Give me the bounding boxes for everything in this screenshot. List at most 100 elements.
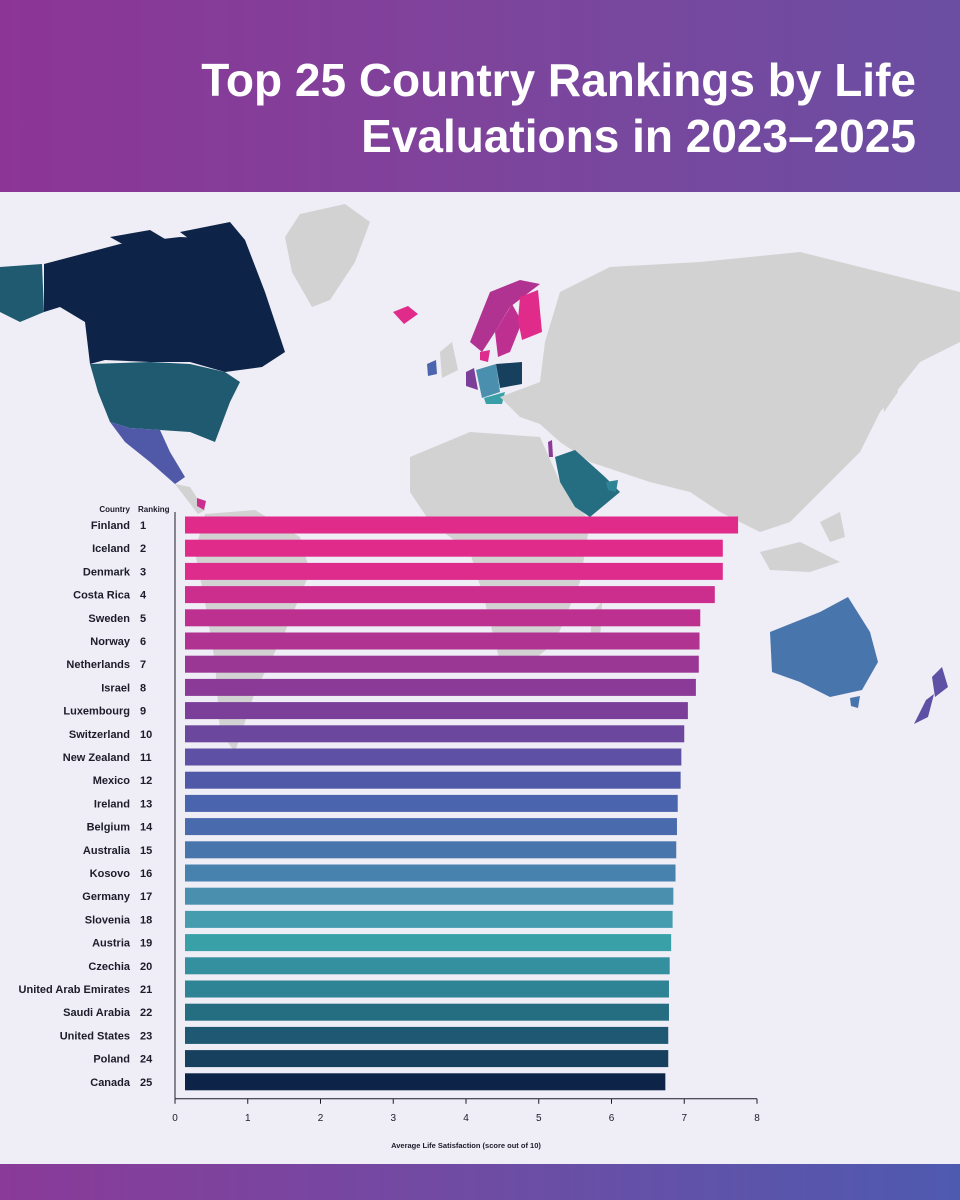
x-tick-label: 0	[172, 1113, 178, 1124]
rank-label: 11	[140, 752, 152, 764]
country-label: Belgium	[87, 822, 131, 834]
map-central-america	[175, 484, 205, 514]
map-canada-islands	[110, 222, 245, 254]
bar	[185, 725, 685, 743]
x-tick-label: 1	[245, 1113, 251, 1124]
bar	[185, 1003, 669, 1021]
rank-label: 21	[140, 984, 152, 996]
x-axis: 0 1 2 3 4 5 6 7 8	[172, 512, 760, 1124]
page-title: Top 25 Country Rankings by Life Evaluati…	[201, 54, 916, 162]
map-benelux	[466, 368, 478, 390]
rank-label: 10	[140, 729, 152, 741]
map-austria	[484, 392, 505, 404]
rank-label: 22	[140, 1007, 152, 1019]
map-eurasia	[500, 252, 960, 532]
country-label: New Zealand	[63, 752, 130, 764]
bar	[185, 794, 678, 812]
map-tasmania	[850, 696, 860, 708]
map-israel	[548, 440, 553, 457]
map-denmark	[480, 350, 490, 362]
rank-label: 5	[140, 613, 146, 625]
bar	[185, 864, 676, 882]
rank-label: 12	[140, 775, 152, 787]
bar	[185, 980, 669, 998]
rank-label: 6	[140, 636, 146, 648]
country-label: United Arab Emirates	[19, 984, 130, 996]
country-label: Czechia	[88, 961, 130, 973]
column-header-ranking: Ranking	[138, 505, 170, 514]
rank-label: 14	[140, 822, 153, 834]
bar	[185, 539, 723, 557]
map-uae	[606, 480, 618, 492]
bar	[185, 1050, 669, 1068]
x-tick-label: 6	[609, 1113, 615, 1124]
map-canada	[44, 237, 285, 372]
chart-rows: Finland 1 Iceland 2 Denmark 3 Costa Rica 4 Swede…	[19, 516, 739, 1091]
bar	[185, 818, 677, 836]
country-label: Iceland	[92, 543, 130, 555]
rank-label: 23	[140, 1030, 152, 1042]
country-label: Israel	[101, 682, 130, 694]
rank-label: 16	[140, 868, 152, 880]
country-label: Costa Rica	[73, 590, 131, 602]
country-label: Ireland	[94, 798, 130, 810]
rank-label: 3	[140, 566, 146, 578]
country-label: Australia	[83, 845, 131, 857]
country-label: Denmark	[83, 566, 131, 578]
country-label: United States	[60, 1030, 130, 1042]
rank-label: 9	[140, 706, 146, 718]
bar	[185, 957, 670, 975]
rank-label: 20	[140, 961, 152, 973]
country-label: Austria	[92, 938, 131, 950]
map-australia	[770, 597, 878, 697]
rank-label: 18	[140, 914, 152, 926]
bar	[185, 632, 700, 650]
country-label: Switzerland	[69, 729, 130, 741]
x-tick-label: 2	[318, 1113, 324, 1124]
rank-label: 7	[140, 659, 146, 671]
bar	[185, 609, 701, 627]
rank-label: 19	[140, 938, 152, 950]
rank-label: 24	[140, 1054, 153, 1066]
bar-chart: Country Ranking Finland 1 Iceland 2 Denmark 3…	[19, 505, 761, 1150]
map-saudi-arabia	[555, 450, 620, 517]
rank-label: 13	[140, 798, 152, 810]
map-new-zealand	[914, 667, 948, 724]
country-label: Netherlands	[66, 659, 130, 671]
bar	[185, 562, 723, 580]
bar	[185, 702, 688, 720]
map-united-states	[90, 362, 240, 442]
bar	[185, 910, 673, 928]
country-label: Mexico	[93, 775, 131, 787]
country-label: Canada	[90, 1077, 131, 1089]
country-label: Kosovo	[90, 868, 131, 880]
rank-label: 4	[140, 590, 147, 602]
map-norway	[470, 280, 540, 352]
map-ireland	[427, 360, 437, 376]
map-finland	[518, 290, 542, 340]
country-label: Finland	[91, 520, 130, 532]
x-tick-label: 3	[390, 1113, 396, 1124]
rank-label: 15	[140, 845, 152, 857]
x-tick-label: 8	[754, 1113, 760, 1124]
map-iceland	[393, 306, 418, 324]
map-germany	[476, 364, 500, 398]
x-tick-label: 7	[681, 1113, 687, 1124]
country-label: Germany	[82, 891, 131, 903]
country-label: Slovenia	[85, 914, 131, 926]
country-label: Norway	[90, 636, 131, 648]
map-greenland	[285, 204, 370, 307]
bar	[185, 655, 699, 673]
bar	[185, 841, 677, 859]
rank-label: 25	[140, 1077, 152, 1089]
column-header-country: Country	[99, 505, 130, 514]
bar	[185, 678, 696, 696]
map-sweden	[495, 304, 522, 357]
map-alaska	[0, 264, 44, 322]
rank-label: 8	[140, 682, 146, 694]
bar	[185, 771, 681, 789]
map-mexico	[110, 422, 185, 484]
world-map-background	[0, 192, 960, 1164]
bar	[185, 1026, 669, 1044]
bar	[185, 748, 682, 766]
